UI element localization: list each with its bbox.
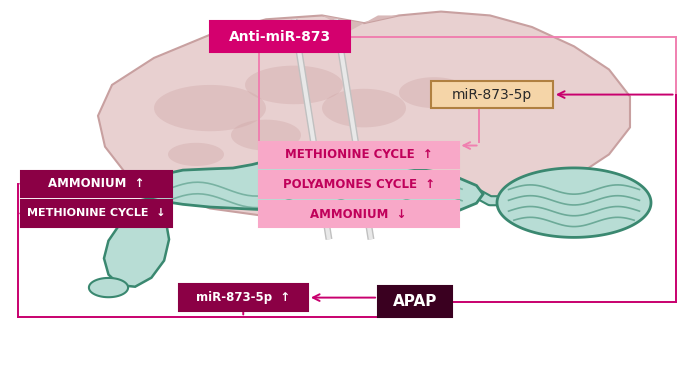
Polygon shape [399,77,469,108]
Text: AMMONIUM  ↑: AMMONIUM ↑ [48,177,144,190]
Text: miR-873-5p  ↑: miR-873-5p ↑ [196,291,290,304]
Polygon shape [89,278,128,297]
Text: Anti-miR-873: Anti-miR-873 [229,30,331,44]
Text: miR-873-5p: miR-873-5p [452,88,532,102]
FancyBboxPatch shape [21,171,172,197]
Polygon shape [131,157,483,220]
FancyBboxPatch shape [259,201,458,227]
Polygon shape [231,120,301,151]
Polygon shape [98,12,630,216]
FancyBboxPatch shape [210,21,350,52]
FancyBboxPatch shape [259,171,458,198]
Text: METHIONINE CYCLE  ↓: METHIONINE CYCLE ↓ [27,208,166,218]
FancyBboxPatch shape [259,142,458,168]
Polygon shape [168,143,224,166]
Polygon shape [497,168,651,237]
FancyBboxPatch shape [378,286,452,317]
FancyBboxPatch shape [178,284,308,311]
Text: APAP: APAP [393,295,437,309]
FancyBboxPatch shape [21,200,172,227]
Polygon shape [322,15,399,31]
Text: METHIONINE CYCLE  ↑: METHIONINE CYCLE ↑ [285,148,433,161]
Polygon shape [154,85,266,131]
Polygon shape [245,66,343,104]
Text: AMMONIUM  ↓: AMMONIUM ↓ [311,208,407,221]
Polygon shape [104,199,169,287]
FancyBboxPatch shape [430,81,553,108]
Text: POLYAMONES CYCLE  ↑: POLYAMONES CYCLE ↑ [283,178,435,191]
Polygon shape [322,89,406,127]
